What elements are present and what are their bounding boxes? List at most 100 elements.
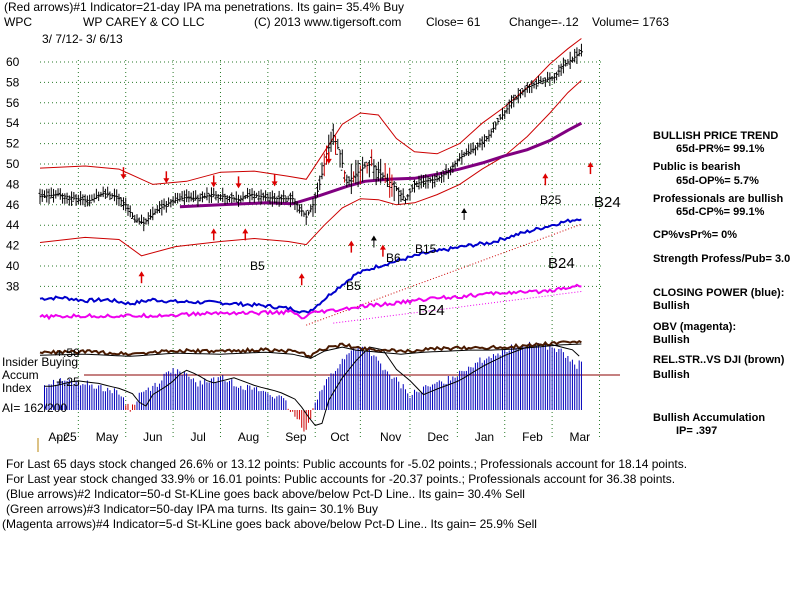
red-down-arrow-head (210, 182, 217, 188)
change-value: Change=-.12 (509, 15, 579, 29)
sidebar-line: Bullish (653, 300, 690, 312)
series-50-day-ma (179, 121, 583, 209)
series-lower-band (39, 80, 582, 257)
indicator-closing-power-blue- (39, 218, 582, 314)
annotation-b25: B25 (540, 193, 562, 207)
annotation-b24-price: B24 (594, 194, 621, 211)
sidebar-line: OBV (magenta): (653, 321, 736, 333)
price-tick-label: 42 (6, 239, 20, 253)
indicator-rel-strength-vs-dji-brown- (39, 340, 582, 359)
month-label: Feb (522, 430, 543, 444)
accum-label-3: Index (2, 381, 31, 395)
red-down-arrow-head (235, 183, 242, 189)
price-tick-label: 50 (6, 157, 20, 171)
footer-line-4: (Green arrows)#3 Indicator=50-day IPA ma… (6, 502, 378, 516)
month-label: Apr (48, 430, 67, 444)
ticker-symbol: WPC (4, 15, 32, 29)
month-label: Jan (475, 430, 494, 444)
indicator-obv-magenta- (39, 283, 582, 321)
red-up-arrow-head (348, 240, 355, 246)
sidebar-line: Bullish (653, 369, 690, 381)
month-label: May (96, 430, 119, 444)
red-up-arrow-head (138, 271, 145, 277)
sidebar-line: 65d-PR%= 99.1% (676, 143, 765, 155)
sidebar-line: 65d-OP%= 5.7% (676, 175, 759, 187)
price-tick-label: 48 (6, 177, 20, 191)
price-tick-label: 58 (6, 75, 20, 89)
accum-ma-line (44, 344, 580, 426)
grid-layer: 38 40 42 44 46 48 50 52 54 56 58 60 Apr May Jun Jul Aug S… (6, 55, 620, 452)
footer-line-5: (Magenta arrows)#4 Indicator=5-d St-KLin… (2, 517, 537, 531)
price-tick-label: 54 (6, 116, 20, 130)
close-value: Close= 61 (426, 15, 481, 29)
month-label: Jul (190, 430, 205, 444)
annotation-b5-b: B5 (346, 279, 361, 293)
footer-line-2: For Last year stock changed 33.9% or 16.… (6, 472, 675, 486)
accumulation-layer (44, 341, 582, 432)
date-range: 3/ 7/12- 3/ 6/13 (42, 32, 123, 46)
signal-arrows-layer (120, 151, 594, 286)
sidebar-line: CLOSING POWER (blue): (653, 287, 784, 299)
red-up-arrow-head (542, 173, 549, 179)
price-bars-layer (38, 43, 583, 232)
ai-value: AI= 162/200 (2, 401, 67, 415)
annotation-b15: B15 (415, 242, 437, 256)
price-tick-label: 52 (6, 137, 20, 151)
sidebar-line: Bullish Accumulation (653, 412, 765, 424)
annotation-b24-obv: B24 (418, 302, 445, 319)
volume-value: Volume= 1763 (592, 15, 669, 29)
price-tick-label: 60 (6, 55, 20, 69)
indicator-1-line: (Red arrows)#1 Indicator=21-day IPA ma p… (4, 0, 404, 14)
sidebar-line: Bullish (653, 334, 690, 346)
red-down-arrow-head (163, 178, 170, 184)
black-up-arrow-head (461, 207, 468, 213)
month-label: Aug (238, 430, 259, 444)
month-label: Dec (427, 430, 448, 444)
copyright: (C) 2013 www.tigersoft.com (254, 15, 401, 29)
price-tick-label: 46 (6, 198, 20, 212)
annotation-b24-cp: B24 (548, 255, 575, 272)
month-label: Mar (569, 430, 590, 444)
black-up-arrow-head (370, 235, 377, 241)
sidebar-line: IP= .397 (676, 425, 717, 437)
sidebar-line: Public is bearish (653, 161, 741, 173)
month-label: Nov (380, 430, 401, 444)
price-tick-label: 44 (6, 218, 20, 232)
red-down-arrow-head (271, 181, 278, 187)
sidebar-line: REL.STR..VS DJI (brown) (653, 354, 785, 366)
series-upper-band (39, 38, 582, 185)
accum-label-2: Accum (2, 368, 39, 382)
footer-line-1: For Last 65 days stock changed 26.6% or … (6, 457, 687, 471)
red-down-arrow-head (325, 158, 332, 164)
accum-tick-mid: +.25 (56, 375, 80, 389)
sidebar-line: CP%vsPr%= 0% (653, 229, 737, 241)
price-tick-label: 56 (6, 96, 20, 110)
red-up-arrow-head (298, 273, 305, 279)
sidebar-line: BULLISH PRICE TREND (653, 130, 778, 142)
sidebar-line: 65d-CP%= 99.1% (676, 206, 765, 218)
sidebar-line: Professionals are bullish (653, 193, 783, 205)
month-label: Sep (285, 430, 307, 444)
red-up-arrow-head (587, 162, 594, 168)
red-up-arrow-head (210, 228, 217, 234)
accum-tick-high: +.50 (56, 346, 80, 360)
annotation-b6: B6 (386, 251, 401, 265)
red-up-arrow-head (242, 228, 249, 234)
accum-label-1: Insider Buying (2, 355, 78, 369)
month-label: Oct (330, 430, 349, 444)
month-label: Jun (143, 430, 162, 444)
company-name: WP CAREY & CO LLC (83, 15, 205, 29)
red-down-arrow-head (120, 174, 127, 180)
indicator-lines-layer (39, 38, 583, 359)
red-up-arrow-head (379, 244, 386, 250)
annotation-b5-a: B5 (250, 259, 265, 273)
accum-tick-low: -.25 (56, 430, 77, 444)
rel-strength-ma (39, 343, 582, 359)
price-tick-label: 38 (6, 279, 20, 293)
footer-line-3: (Blue arrows)#2 Indicator=50-d St-KLine … (6, 487, 525, 501)
sidebar-line: Strength Profess/Pub= 3.0 (653, 253, 790, 265)
price-tick-label: 40 (6, 259, 20, 273)
